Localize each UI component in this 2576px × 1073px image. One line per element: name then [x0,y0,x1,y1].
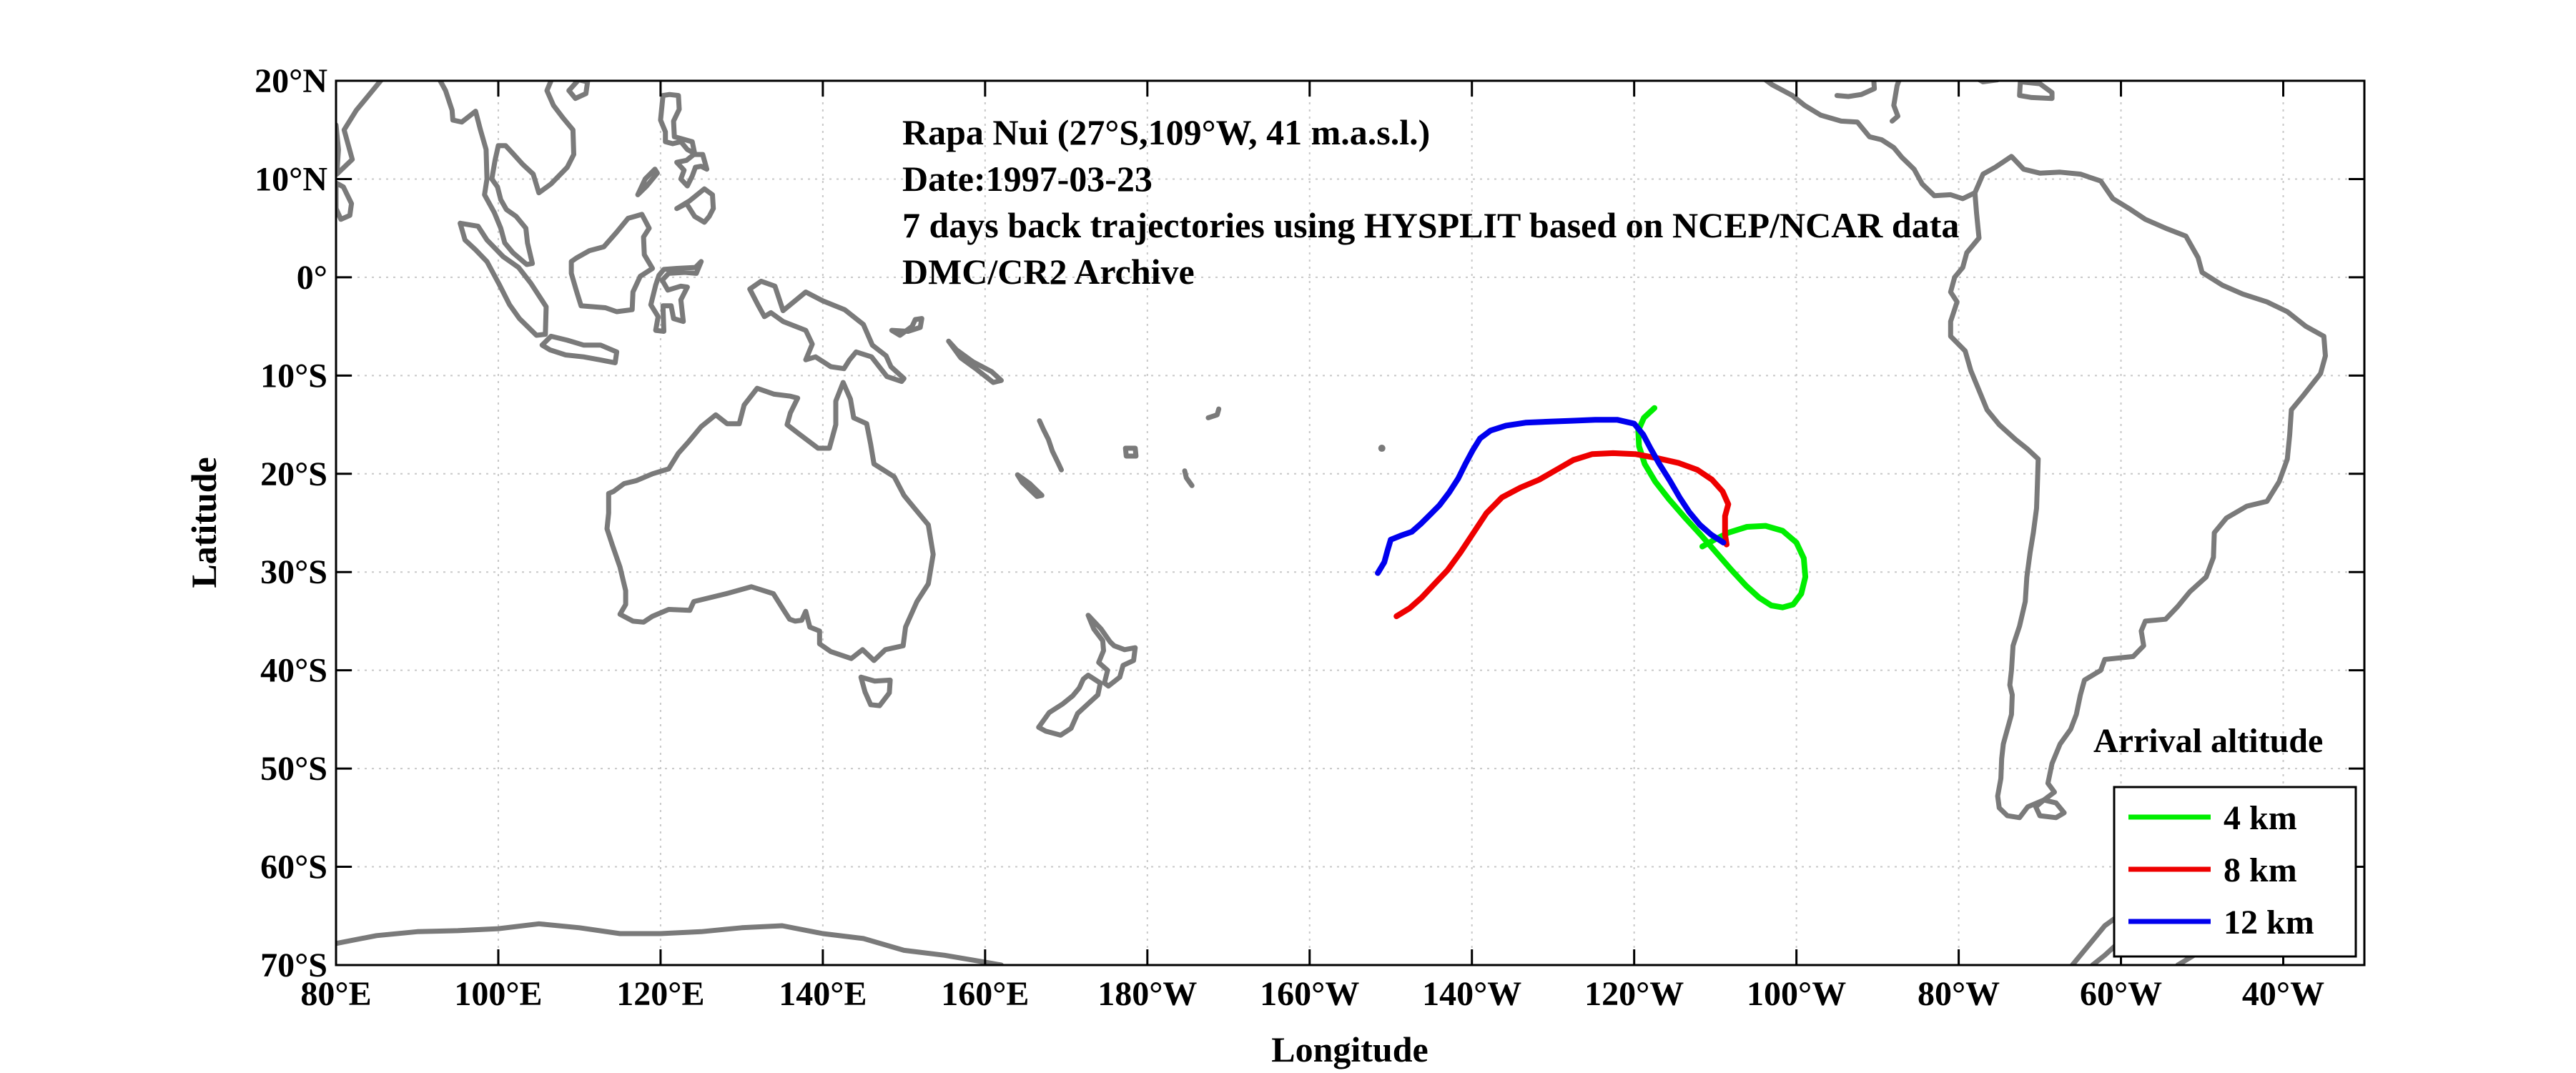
coastline-new-zealand-south [1036,673,1103,738]
coastline-philippines-mid [674,152,710,189]
legend: Arrival altitude 4 km 8 km 12 km [2093,722,2357,958]
coastline-yucatan-gulf [1834,81,1902,124]
x-tick-label-140-w: 140°W [1422,975,1521,1013]
coastline-antarctica [336,921,1004,965]
coastline-hispaniola [2017,81,2055,102]
trajectory-12-km [1375,417,1727,576]
coastline-new-britain [889,316,924,338]
island-marker [1378,445,1386,453]
coastline-australia [604,380,936,663]
y-tick-label-0: 0° [297,259,327,297]
x-tick-label-80-e: 80°E [300,975,371,1013]
x-tick-label-180-w: 180°W [1097,975,1197,1013]
legend-title: Arrival altitude [2093,722,2323,760]
x-tick-label-60-w: 60°W [2080,975,2162,1013]
coastline-samoa-tonga [1205,406,1222,420]
y-tick-label-10-n: 10°N [255,160,327,198]
coastline-sumatra [458,220,549,338]
y-axis-label: Latitude [184,457,224,588]
legend-label-8-km: 8 km [2224,851,2297,889]
plot-frame [335,79,2366,966]
y-tick-label-20-s: 20°S [260,455,327,493]
annotation-date: Date:1997-03-23 [902,159,1153,199]
gridlines [336,81,2364,965]
coastline-luzon [658,92,698,157]
coastline-tonga [1182,468,1195,488]
y-tick-label-30-s: 30°S [260,553,327,591]
legend-entries: 4 km 8 km 12 km [2128,799,2314,941]
coastline-vanuatu [1037,418,1064,473]
annotation-block: Rapa Nui (27°S,109°W, 41 m.a.s.l.) Date:… [902,112,1959,292]
annotation-archive: DMC/CR2 Archive [902,252,1195,292]
x-tick-label-140-e: 140°E [779,975,867,1013]
axis-ticks: 80°E 100°E 120°E 140°E 160°E 180°W 160°W 140°W 1… [255,62,2364,1013]
x-tick-label-80-w: 80°W [1918,975,2000,1013]
y-tick-label-20-n: 20°N [255,62,327,100]
coastline-south-america [1948,154,2328,821]
coastline-new-caledonia [1015,472,1045,499]
y-tick-label-10-s: 10°S [260,357,327,395]
coastline-mindanao [674,186,716,225]
x-tick-label-40-w: 40°W [2242,975,2324,1013]
x-tick-label-160-e: 160°E [941,975,1029,1013]
legend-label-4-km: 4 km [2224,799,2297,837]
coastline-tierra-del-fuego [2033,797,2067,821]
trajectory-layer [1375,405,1809,620]
coastline-palawan [635,167,660,197]
y-tick-label-70-s: 70°S [260,946,327,984]
trajectory-4-km [1635,405,1809,610]
x-tick-label-100-w: 100°W [1747,975,1846,1013]
x-tick-label-100-e: 100°E [454,975,542,1013]
legend-label-12-km: 12 km [2224,904,2314,941]
coastline-sri-lanka [336,180,355,222]
coastline-fiji [1122,445,1139,459]
trajectory-8-km [1393,450,1732,620]
coastline-central-america [1762,81,1978,202]
y-tick-label-50-s: 50°S [260,750,327,788]
coastline-borneo [568,212,656,315]
x-tick-label-160-w: 160°W [1260,975,1359,1013]
y-tick-label-60-s: 60°S [260,849,327,886]
y-tick-label-40-s: 40°S [260,652,327,690]
annotation-method: 7 days back trajectories using HYSPLIT b… [902,205,1959,245]
annotation-location: Rapa Nui (27°S,109°W, 41 m.a.s.l.) [902,112,1430,152]
x-tick-label-120-w: 120°W [1584,975,1684,1013]
coastline-java [539,333,620,365]
coastline-sulawesi [648,259,704,334]
x-axis-label: Longitude [1271,1029,1428,1069]
x-tick-label-120-e: 120°E [616,975,704,1013]
coastline-new-zealand-north [1085,613,1138,689]
coastline-asia-mainland [336,81,576,267]
coastline-new-guinea [747,278,907,385]
coastline-solomon-islands [946,338,1004,385]
coastline-tasmania [858,674,893,708]
